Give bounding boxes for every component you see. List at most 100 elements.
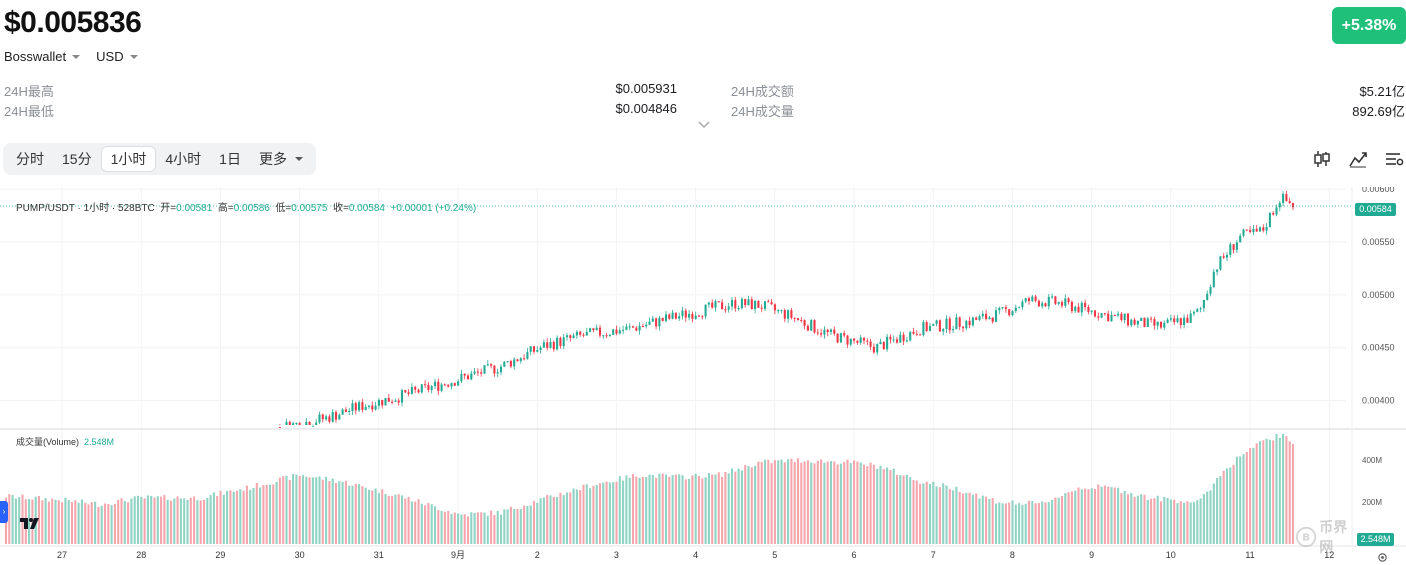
- volume-bar: [539, 498, 542, 544]
- volume-bar: [123, 501, 126, 544]
- candle-body: [826, 329, 829, 333]
- volume-bar: [100, 505, 103, 544]
- candle-body: [1140, 317, 1143, 321]
- expand-chevron-icon[interactable]: [698, 119, 710, 131]
- volume-bar: [265, 484, 268, 544]
- candle-body: [648, 321, 651, 325]
- exchange-selector[interactable]: Bosswallet: [4, 49, 81, 64]
- tab-timeframe-1h[interactable]: 1小时: [100, 146, 157, 172]
- volume-bar: [308, 477, 311, 544]
- volume-bar: [54, 499, 57, 544]
- volume-bar: [664, 474, 668, 544]
- candle-body: [1202, 299, 1205, 309]
- volume-bar: [777, 460, 780, 544]
- volume-bar: [998, 502, 1001, 544]
- volume-bar: [206, 497, 209, 544]
- tab-timeframe-15m[interactable]: 15分: [62, 151, 92, 167]
- candle-body: [651, 318, 654, 322]
- volume-bar: [348, 485, 351, 544]
- volume-bar: [922, 483, 925, 544]
- tab-timeframe-4h[interactable]: 4小时: [165, 151, 202, 167]
- volume-bar: [318, 476, 321, 544]
- volume-bar: [1090, 488, 1093, 544]
- candle-body: [447, 384, 450, 387]
- candle-body: [975, 317, 978, 320]
- candle-body: [704, 304, 707, 317]
- candle-body: [1084, 302, 1087, 308]
- candle-body: [843, 333, 846, 336]
- candle-body: [806, 325, 809, 331]
- volume-bar: [790, 458, 793, 544]
- panel-collapse-handle[interactable]: ›: [0, 501, 8, 523]
- volume-bar: [958, 492, 961, 544]
- volume-bar: [651, 474, 654, 544]
- candle-body: [688, 313, 691, 318]
- currency-selector[interactable]: USD: [96, 49, 138, 64]
- candle-body: [506, 361, 509, 363]
- volume-bar: [932, 481, 935, 544]
- volume-bar: [846, 459, 849, 544]
- volume-bar: [737, 468, 740, 544]
- candle-body: [1262, 227, 1265, 231]
- candle-body: [1113, 314, 1116, 316]
- volume-bar: [744, 465, 747, 544]
- volume-bar: [371, 490, 374, 544]
- candle-body: [513, 359, 516, 367]
- volume-bar: [820, 459, 823, 544]
- candle-body: [420, 384, 423, 393]
- candle-body: [499, 366, 503, 373]
- volume-bar: [971, 494, 974, 544]
- volume-bar: [915, 480, 918, 544]
- volume-bar: [787, 459, 790, 544]
- volume-bar: [1041, 501, 1044, 544]
- candle-body: [1087, 307, 1090, 312]
- volume-legend: 成交量(Volume) 2.548M: [16, 437, 115, 447]
- candle-body: [631, 326, 635, 328]
- candle-body: [460, 373, 463, 382]
- tab-timeframe-line[interactable]: 分时: [16, 151, 44, 167]
- candle-body: [853, 338, 856, 341]
- volume-bar: [480, 512, 483, 544]
- volume-bar: [1051, 499, 1054, 544]
- volume-bar: [321, 479, 324, 544]
- x-axis-tick-label: 8: [1010, 550, 1015, 560]
- tab-timeframe-1d[interactable]: 1日: [219, 151, 241, 167]
- candle-body: [988, 317, 991, 320]
- candle-body: [1216, 269, 1219, 272]
- volume-bar: [443, 511, 446, 544]
- volume-bar: [146, 495, 149, 544]
- x-axis-tick-label: 2: [535, 550, 540, 560]
- volume-bar: [1249, 448, 1252, 544]
- volume-bar: [1258, 441, 1262, 544]
- candle-body: [552, 341, 555, 350]
- volume-bar: [965, 492, 968, 544]
- candle-body: [820, 333, 823, 335]
- volume-bar: [14, 498, 17, 544]
- volume-bar: [638, 477, 641, 544]
- candle-body: [958, 317, 961, 327]
- volume-bar: [605, 481, 608, 544]
- candle-body: [285, 421, 288, 425]
- candle-body: [536, 350, 539, 352]
- volume-bar: [542, 497, 545, 544]
- volume-bar: [506, 509, 509, 544]
- gear-icon[interactable]: [1377, 552, 1388, 563]
- volume-bar: [1024, 503, 1027, 544]
- volume-bar: [730, 468, 734, 544]
- candle-body: [585, 331, 588, 336]
- candle-body: [589, 328, 592, 332]
- volume-bar: [757, 461, 760, 544]
- candle-body: [1232, 244, 1235, 251]
- volume-bar: [288, 479, 291, 544]
- indicators-icon[interactable]: [1348, 149, 1368, 169]
- volume-bar: [169, 500, 173, 544]
- candlestick-icon[interactable]: [1312, 149, 1332, 169]
- volume-bar: [658, 473, 661, 544]
- candle-body: [856, 340, 859, 343]
- volume-bar: [1166, 498, 1169, 544]
- volume-bar: [671, 475, 674, 544]
- settings-list-icon[interactable]: [1384, 149, 1404, 169]
- tab-timeframe-more[interactable]: 更多: [250, 146, 312, 172]
- volume-bar: [579, 490, 582, 544]
